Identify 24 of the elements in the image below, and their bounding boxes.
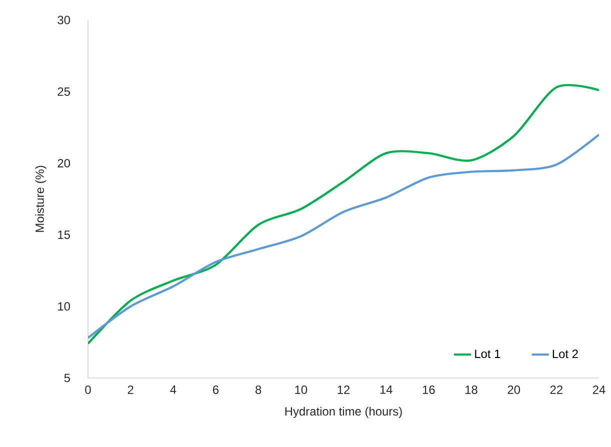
x-tick-label: 22 bbox=[550, 386, 562, 394]
legend-label: Lot 2 bbox=[552, 350, 578, 358]
y-tick-label: 15 bbox=[58, 230, 70, 239]
x-tick-label: 8 bbox=[256, 386, 262, 394]
x-tick-label: 24 bbox=[592, 386, 606, 394]
y-tick-label: 30 bbox=[58, 16, 70, 24]
legend-label: Lot 1 bbox=[475, 350, 500, 358]
y-tick-label: 10 bbox=[58, 302, 70, 311]
x-tick-label: 20 bbox=[508, 386, 520, 394]
x-tick-label: 2 bbox=[128, 386, 134, 394]
line-series bbox=[88, 133, 600, 339]
y-axis-title: Moisture (%) bbox=[35, 166, 46, 232]
x-tick-label: 14 bbox=[380, 386, 392, 394]
x-tick-label: 0 bbox=[85, 386, 91, 394]
y-tick-label: 25 bbox=[58, 87, 70, 96]
x-axis-title: Hydration time (hours) bbox=[285, 406, 402, 418]
x-tick-label: 16 bbox=[422, 386, 435, 394]
x-tick-label: 12 bbox=[338, 386, 350, 394]
x-tick-label: 6 bbox=[213, 386, 219, 394]
x-tick-label: 10 bbox=[295, 386, 308, 394]
y-tick-label: 5 bbox=[64, 374, 70, 382]
x-tick-label: 18 bbox=[466, 386, 478, 394]
x-tick-label: 4 bbox=[170, 386, 176, 394]
y-tick-label: 20 bbox=[58, 158, 70, 168]
